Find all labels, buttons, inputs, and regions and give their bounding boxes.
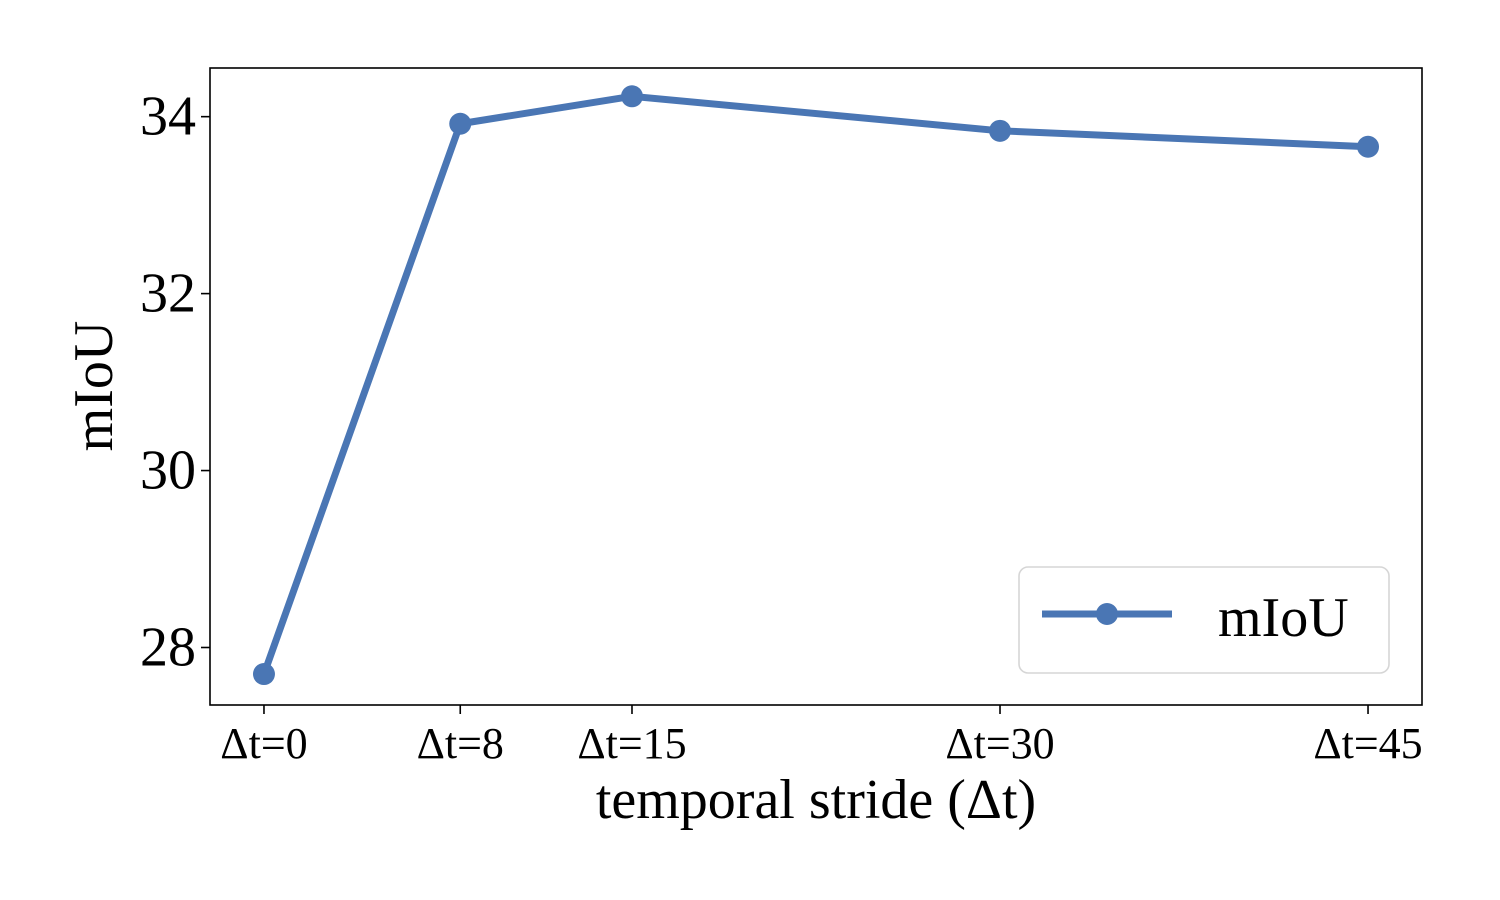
y-tick-label: 34 xyxy=(140,86,196,148)
x-tick-label: Δt=30 xyxy=(945,719,1054,768)
x-tick-label: Δt=15 xyxy=(577,719,686,768)
series-layer xyxy=(252,85,1380,686)
data-point xyxy=(620,85,643,108)
x-tick-label: Δt=8 xyxy=(417,719,504,768)
legend-marker-swatch xyxy=(1096,603,1118,625)
y-tick-label: 30 xyxy=(140,440,196,502)
data-point xyxy=(1357,135,1380,158)
y-axis-title: mIoU xyxy=(63,321,125,452)
y-axis-ticks: 28 30 32 34 xyxy=(140,86,210,678)
x-axis-title: temporal stride (Δt) xyxy=(596,769,1036,831)
data-point xyxy=(449,112,472,135)
legend-label: mIoU xyxy=(1218,587,1349,649)
data-point xyxy=(989,119,1012,142)
y-tick-label: 32 xyxy=(140,263,196,325)
y-tick-label: 28 xyxy=(140,616,196,678)
legend-box xyxy=(1018,566,1390,674)
data-point xyxy=(252,663,275,686)
plot-area-frame xyxy=(209,67,1423,706)
x-tick-label: Δt=45 xyxy=(1313,719,1422,768)
x-axis-ticks: Δt=0 Δt=8 Δt=15 Δt=30 Δt=45 xyxy=(220,705,1423,768)
x-tick-label: Δt=0 xyxy=(220,719,307,768)
legend: mIoU xyxy=(1018,566,1390,674)
